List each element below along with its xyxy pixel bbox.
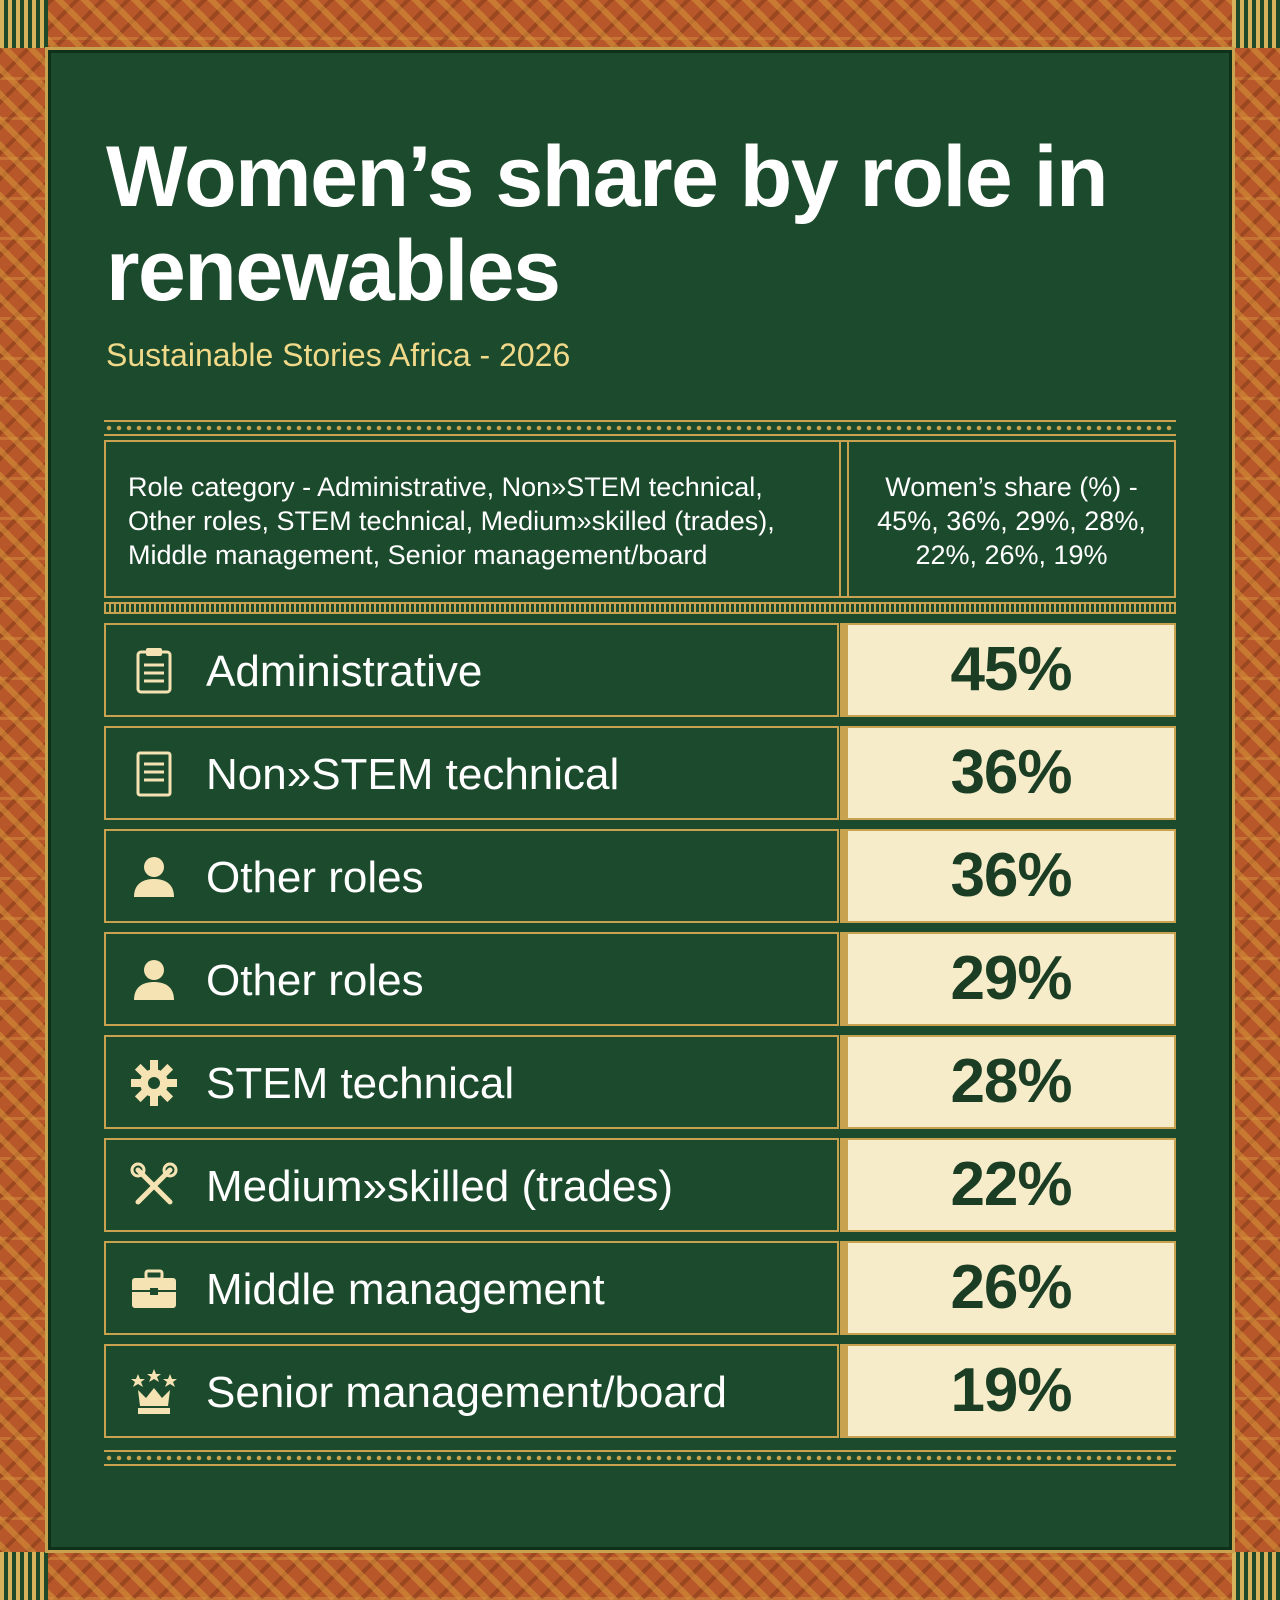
table-row: Non»STEM technical 36% — [104, 726, 1176, 820]
role-cell: Senior management/board — [104, 1344, 839, 1438]
role-label: Administrative — [206, 647, 483, 696]
corner-pattern — [1232, 1552, 1280, 1600]
decorative-band — [104, 420, 1176, 436]
corner-pattern — [1232, 0, 1280, 48]
share-value: 36% — [846, 829, 1176, 923]
cell-divider — [840, 1035, 846, 1129]
header-womens-share: Women’s share (%) - 45%, 36%, 29%, 28%, … — [847, 442, 1174, 596]
share-value: 19% — [846, 1344, 1176, 1438]
role-label: STEM technical — [206, 1059, 515, 1108]
person-icon — [128, 851, 180, 903]
person-icon — [128, 954, 180, 1006]
role-cell: Administrative — [104, 623, 839, 717]
role-cell: Other roles — [104, 932, 839, 1026]
role-cell: STEM technical — [104, 1035, 839, 1129]
share-value: 22% — [846, 1138, 1176, 1232]
cell-divider — [840, 1138, 846, 1232]
role-label: Senior management/board — [206, 1368, 727, 1417]
tools-icon — [128, 1160, 180, 1212]
role-label: Other roles — [206, 956, 424, 1005]
table-row: Other roles 36% — [104, 829, 1176, 923]
share-value: 29% — [846, 932, 1176, 1026]
chart-title: Women’s share by role in renewables — [106, 129, 1109, 319]
chart-subtitle: Sustainable Stories Africa - 2026 — [106, 337, 571, 373]
table-row: Other roles 29% — [104, 932, 1176, 1026]
clipboard-icon — [128, 645, 180, 697]
role-cell: Middle management — [104, 1241, 839, 1335]
decorative-band — [104, 602, 1176, 614]
role-label: Middle management — [206, 1265, 605, 1314]
role-label: Other roles — [206, 853, 424, 902]
cell-divider — [840, 1241, 846, 1335]
table-row: Medium»skilled (trades) 22% — [104, 1138, 1176, 1232]
corner-pattern — [0, 1552, 48, 1600]
share-value: 26% — [846, 1241, 1176, 1335]
role-cell: Non»STEM technical — [104, 726, 839, 820]
share-value: 45% — [846, 623, 1176, 717]
document-icon — [128, 748, 180, 800]
share-value: 28% — [846, 1035, 1176, 1129]
share-value: 36% — [846, 726, 1176, 820]
cell-divider — [840, 932, 846, 1026]
infographic-panel: Women’s share by role in renewables Sust… — [48, 50, 1232, 1550]
cell-divider — [840, 623, 846, 717]
crown-icon — [128, 1366, 180, 1418]
role-label: Medium»skilled (trades) — [206, 1162, 674, 1211]
table-row: Middle management 26% — [104, 1241, 1176, 1335]
decorative-band — [104, 1450, 1176, 1466]
role-cell: Medium»skilled (trades) — [104, 1138, 839, 1232]
cell-divider — [840, 829, 846, 923]
table-row: Senior management/board 19% — [104, 1344, 1176, 1438]
table-row: Administrative 45% — [104, 623, 1176, 717]
cell-divider — [840, 726, 846, 820]
table-header: Role category - Administrative, Non»STEM… — [104, 440, 1176, 598]
briefcase-icon — [128, 1263, 180, 1315]
table-row: STEM technical 28% — [104, 1035, 1176, 1129]
gear-icon — [128, 1057, 180, 1109]
cell-divider — [840, 1344, 846, 1438]
role-cell: Other roles — [104, 829, 839, 923]
role-label: Non»STEM technical — [206, 750, 620, 799]
header-role-category: Role category - Administrative, Non»STEM… — [106, 442, 841, 596]
corner-pattern — [0, 0, 48, 48]
